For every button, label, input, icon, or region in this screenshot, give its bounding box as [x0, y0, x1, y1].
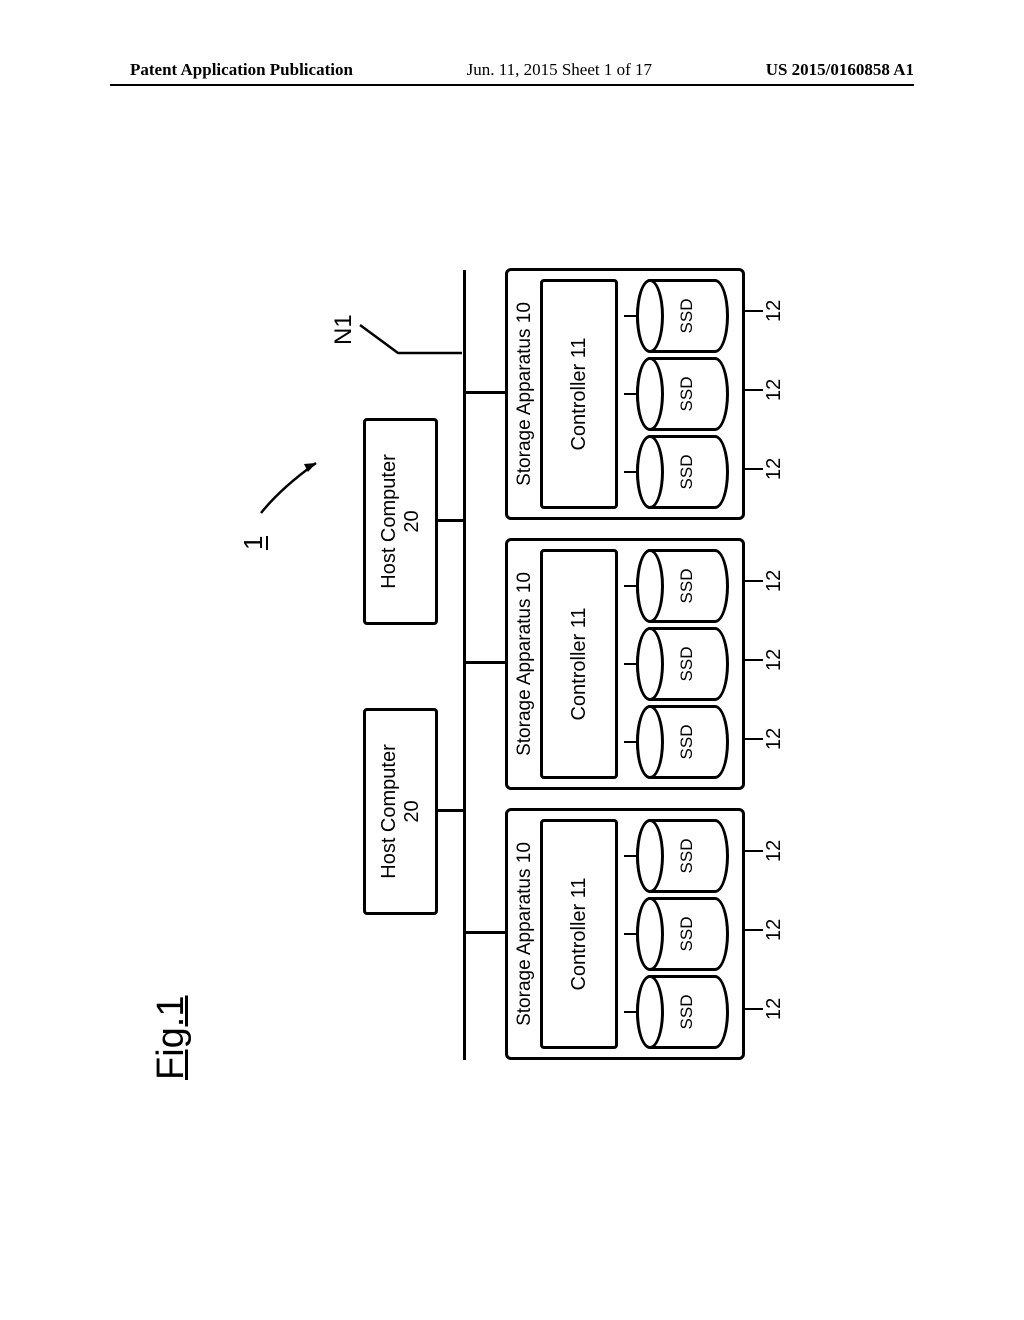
controller-box: Controller 11 — [540, 279, 618, 509]
figure-wrapper: Fig.1 1 N1 Host Computer20Host Computer2… — [150, 380, 1024, 1110]
ssd-ref-lead — [745, 468, 763, 470]
header-right: US 2015/0160858 A1 — [766, 60, 914, 80]
ssd-cylinder-icon: SSD — [636, 627, 729, 701]
ssd-row: SSD SSD SSD — [624, 279, 729, 509]
ssd-cylinder-icon: SSD — [636, 975, 729, 1049]
ssd-row: SSD SSD SSD — [624, 819, 729, 1049]
storage-title: Storage Apparatus 10 — [514, 549, 536, 779]
ssd-unit: SSD — [624, 627, 729, 701]
ssd-ref-lead — [745, 850, 763, 852]
network-ref-lead — [358, 305, 468, 365]
ssd-unit: SSD — [624, 897, 729, 971]
storage-apparatus-box: Storage Apparatus 10Controller 11SSDSSDS… — [505, 268, 745, 520]
ssd-ref-label: 12 — [763, 919, 786, 941]
network-ref-label: N1 — [330, 314, 358, 345]
ssd-ref-lead — [745, 929, 763, 931]
ssd-unit: SSD — [624, 549, 729, 623]
ssd-ref-lead — [745, 659, 763, 661]
storage-title: Storage Apparatus 10 — [514, 819, 536, 1049]
ssd-ref-label: 12 — [763, 728, 786, 750]
ssd-label: SSD — [677, 839, 697, 874]
ssd-unit: SSD — [624, 819, 729, 893]
ssd-cylinder-icon: SSD — [636, 549, 729, 623]
controller-box: Controller 11 — [540, 549, 618, 779]
ssd-connector — [624, 933, 636, 935]
header-rule — [110, 84, 914, 86]
ssd-ref-lead — [745, 389, 763, 391]
ssd-connector — [624, 471, 636, 473]
ssd-ref-lead — [745, 1008, 763, 1010]
ssd-label: SSD — [677, 455, 697, 490]
page: Patent Application Publication Jun. 11, … — [0, 0, 1024, 1320]
host-computer-box: Host Computer20 — [363, 708, 438, 915]
system-ref-label: 1 — [240, 536, 268, 550]
ssd-row: SSD SSD SSD — [624, 549, 729, 779]
storage-apparatus-box: Storage Apparatus 10Controller 11SSDSSDS… — [505, 808, 745, 1060]
host-bus-connector — [438, 519, 466, 522]
page-header: Patent Application Publication Jun. 11, … — [0, 60, 1024, 80]
ssd-ref-label: 12 — [763, 379, 786, 401]
host-label-line2: 20 — [401, 711, 424, 912]
storage-bus-connector — [463, 391, 505, 394]
ssd-label: SSD — [677, 299, 697, 334]
ssd-ref-lead — [745, 310, 763, 312]
ssd-ref-label: 12 — [763, 458, 786, 480]
figure-canvas: Fig.1 1 N1 Host Computer20Host Computer2… — [150, 210, 880, 1110]
ssd-ref-label: 12 — [763, 998, 786, 1020]
storage-bus-connector — [463, 661, 505, 664]
ssd-unit: SSD — [624, 357, 729, 431]
ssd-connector — [624, 663, 636, 665]
storage-bus-connector — [463, 931, 505, 934]
header-left: Patent Application Publication — [130, 60, 353, 80]
network-bus-line — [463, 270, 466, 1060]
ssd-connector — [624, 741, 636, 743]
host-label-line2: 20 — [401, 421, 424, 622]
host-label-line1: Host Computer — [378, 711, 401, 912]
ssd-label: SSD — [677, 917, 697, 952]
ssd-label: SSD — [677, 569, 697, 604]
ssd-connector — [624, 1011, 636, 1013]
ssd-cylinder-icon: SSD — [636, 357, 729, 431]
ssd-ref-label: 12 — [763, 840, 786, 862]
ssd-unit: SSD — [624, 279, 729, 353]
ssd-label: SSD — [677, 647, 697, 682]
ssd-connector — [624, 393, 636, 395]
storage-title: Storage Apparatus 10 — [514, 279, 536, 509]
ssd-ref-lead — [745, 738, 763, 740]
ssd-label: SSD — [677, 377, 697, 412]
ssd-cylinder-icon: SSD — [636, 435, 729, 509]
host-label-line1: Host Computer — [378, 421, 401, 622]
ssd-unit: SSD — [624, 975, 729, 1049]
ssd-ref-label: 12 — [763, 570, 786, 592]
ssd-cylinder-icon: SSD — [636, 819, 729, 893]
host-bus-connector — [438, 809, 466, 812]
ssd-connector — [624, 315, 636, 317]
header-center: Jun. 11, 2015 Sheet 1 of 17 — [467, 60, 652, 80]
system-ref-arrow — [256, 428, 336, 518]
ssd-ref-lead — [745, 580, 763, 582]
ssd-ref-label: 12 — [763, 300, 786, 322]
ssd-label: SSD — [677, 725, 697, 760]
ssd-cylinder-icon: SSD — [636, 705, 729, 779]
ssd-cylinder-icon: SSD — [636, 897, 729, 971]
ssd-ref-label: 12 — [763, 649, 786, 671]
ssd-label: SSD — [677, 995, 697, 1030]
host-computer-box: Host Computer20 — [363, 418, 438, 625]
controller-box: Controller 11 — [540, 819, 618, 1049]
ssd-unit: SSD — [624, 705, 729, 779]
ssd-connector — [624, 855, 636, 857]
ssd-connector — [624, 585, 636, 587]
ssd-unit: SSD — [624, 435, 729, 509]
ssd-cylinder-icon: SSD — [636, 279, 729, 353]
figure-title: Fig.1 — [150, 996, 193, 1080]
storage-apparatus-box: Storage Apparatus 10Controller 11SSDSSDS… — [505, 538, 745, 790]
